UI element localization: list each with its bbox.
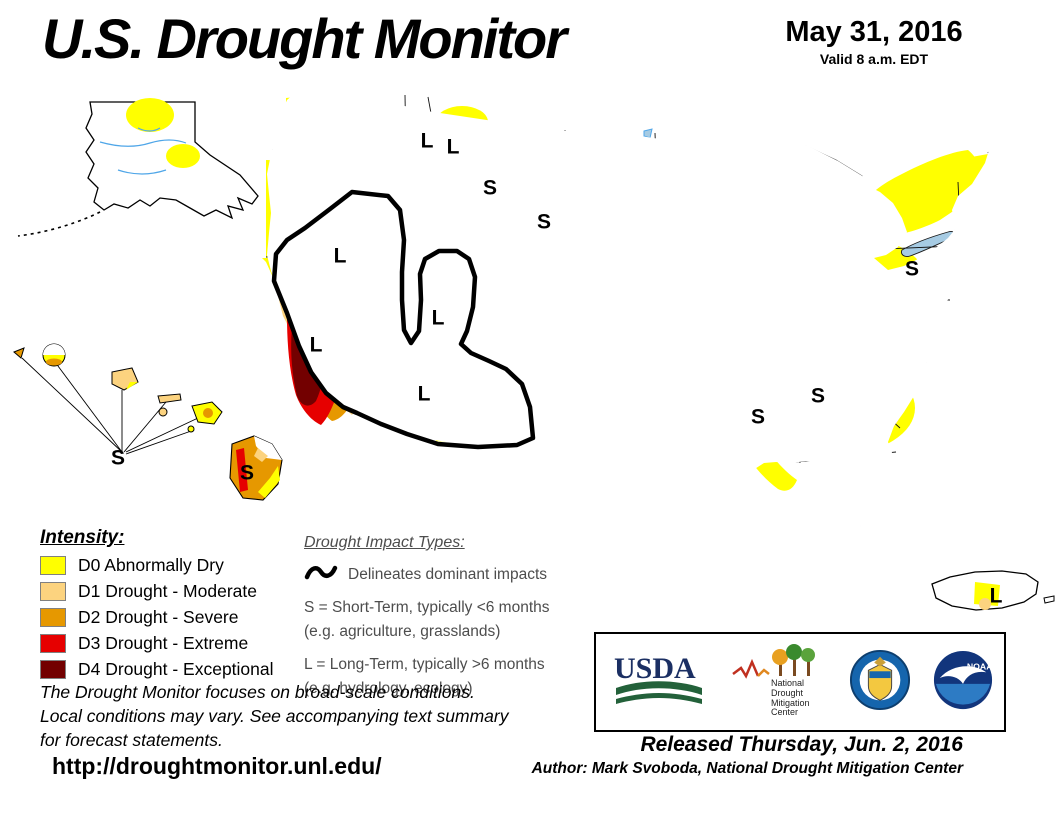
svg-text:Mitigation: Mitigation xyxy=(771,698,810,708)
impact-label-L: L xyxy=(421,130,434,153)
impact-label-S: S xyxy=(111,447,125,470)
d2-swatch xyxy=(40,608,66,627)
disclaimer: The Drought Monitor focuses on broad-sca… xyxy=(40,681,509,752)
impact-label-S: S xyxy=(751,406,765,429)
impact-label-L: L xyxy=(447,136,460,159)
legend-row-d2: D2 Drought - Severe xyxy=(40,607,274,628)
svg-text:National: National xyxy=(771,678,804,688)
impact-label-L: L xyxy=(432,307,445,330)
commerce-seal xyxy=(849,649,911,716)
release-block: Released Thursday, Jun. 2, 2016 Author: … xyxy=(458,733,963,778)
puerto-rico-inset xyxy=(931,570,1055,611)
ndmc-logo: National Drought Mitigation Center xyxy=(731,643,829,721)
impact-types-title: Drought Impact Types: xyxy=(304,534,465,551)
legend-row-d0: D0 Abnormally Dry xyxy=(40,555,274,576)
impact-label-S: S xyxy=(905,258,919,281)
d0-swatch xyxy=(40,556,66,575)
svg-text:NOAA: NOAA xyxy=(967,661,993,671)
author-credit: Author: Mark Svoboda, National Drought M… xyxy=(531,760,963,777)
impact-label-L: L xyxy=(990,585,1003,608)
svg-text:Drought: Drought xyxy=(771,688,804,698)
agency-logo-box: USDA National Drought Mitigation Center xyxy=(594,632,1006,732)
svg-text:Center: Center xyxy=(771,707,798,716)
disclaimer-line3: for forecast statements. xyxy=(40,729,223,750)
short-term-line1: S = Short-Term, typically <6 months xyxy=(304,599,550,617)
d1-label: D1 Drought - Moderate xyxy=(78,581,257,601)
disclaimer-line1: The Drought Monitor focuses on broad-sca… xyxy=(40,682,475,702)
page-title: U.S. Drought Monitor xyxy=(42,7,567,70)
long-term-line2: (e.g. hydrology, ecology) xyxy=(304,679,473,697)
legend-row-d4: D4 Drought - Exceptional xyxy=(40,659,274,680)
d3-label: D3 Drought - Extreme xyxy=(78,633,249,653)
long-term-line1: L = Long-Term, typically >6 months xyxy=(304,656,545,674)
noaa-logo: NOAA xyxy=(932,649,994,716)
impact-boundary-icon xyxy=(304,561,338,588)
intensity-legend: Intensity: D0 Abnormally Dry D1 Drought … xyxy=(40,527,274,685)
usda-logo: USDA xyxy=(606,648,710,717)
disclaimer-line2: Local conditions may vary. See accompany… xyxy=(40,705,509,726)
alaska-inset xyxy=(17,98,259,237)
site-url: http://droughtmonitor.unl.edu/ xyxy=(52,753,382,779)
impact-types-block: Drought Impact Types: Delineates dominan… xyxy=(304,533,550,702)
legend-row-d3: D3 Drought - Extreme xyxy=(40,633,274,654)
hawaii-inset xyxy=(13,343,283,501)
legend-row-d1: D1 Drought - Moderate xyxy=(40,581,274,602)
map-date: May 31, 2016 xyxy=(785,16,963,48)
impact-label-S: S xyxy=(240,462,254,485)
d0-label: D0 Abnormally Dry xyxy=(78,555,224,575)
impact-label-L: L xyxy=(310,334,323,357)
d4-swatch xyxy=(40,660,66,679)
delineates-label: Delineates dominant impacts xyxy=(348,566,548,583)
valid-time: Valid 8 a.m. EDT xyxy=(819,51,929,67)
impact-label-L: L xyxy=(418,383,431,406)
impact-label-S: S xyxy=(811,385,825,408)
legend-title: Intensity: xyxy=(40,527,125,548)
d3-swatch xyxy=(40,634,66,653)
impact-label-L: L xyxy=(334,245,347,268)
impact-label-S: S xyxy=(483,177,497,200)
d1-swatch xyxy=(40,582,66,601)
delineates-row: Delineates dominant impacts xyxy=(304,561,550,588)
usda-wordmark: USDA xyxy=(614,652,696,685)
d2-label: D2 Drought - Severe xyxy=(78,607,239,627)
long-term-impact-boundary xyxy=(271,189,536,450)
released-date: Released Thursday, Jun. 2, 2016 xyxy=(640,733,963,756)
d4-label: D4 Drought - Exceptional xyxy=(78,659,274,679)
short-term-line2: (e.g. agriculture, grasslands) xyxy=(304,622,501,640)
impact-label-S: S xyxy=(537,211,551,234)
map-date-block: May 31, 2016 Valid 8 a.m. EDT xyxy=(768,16,980,67)
